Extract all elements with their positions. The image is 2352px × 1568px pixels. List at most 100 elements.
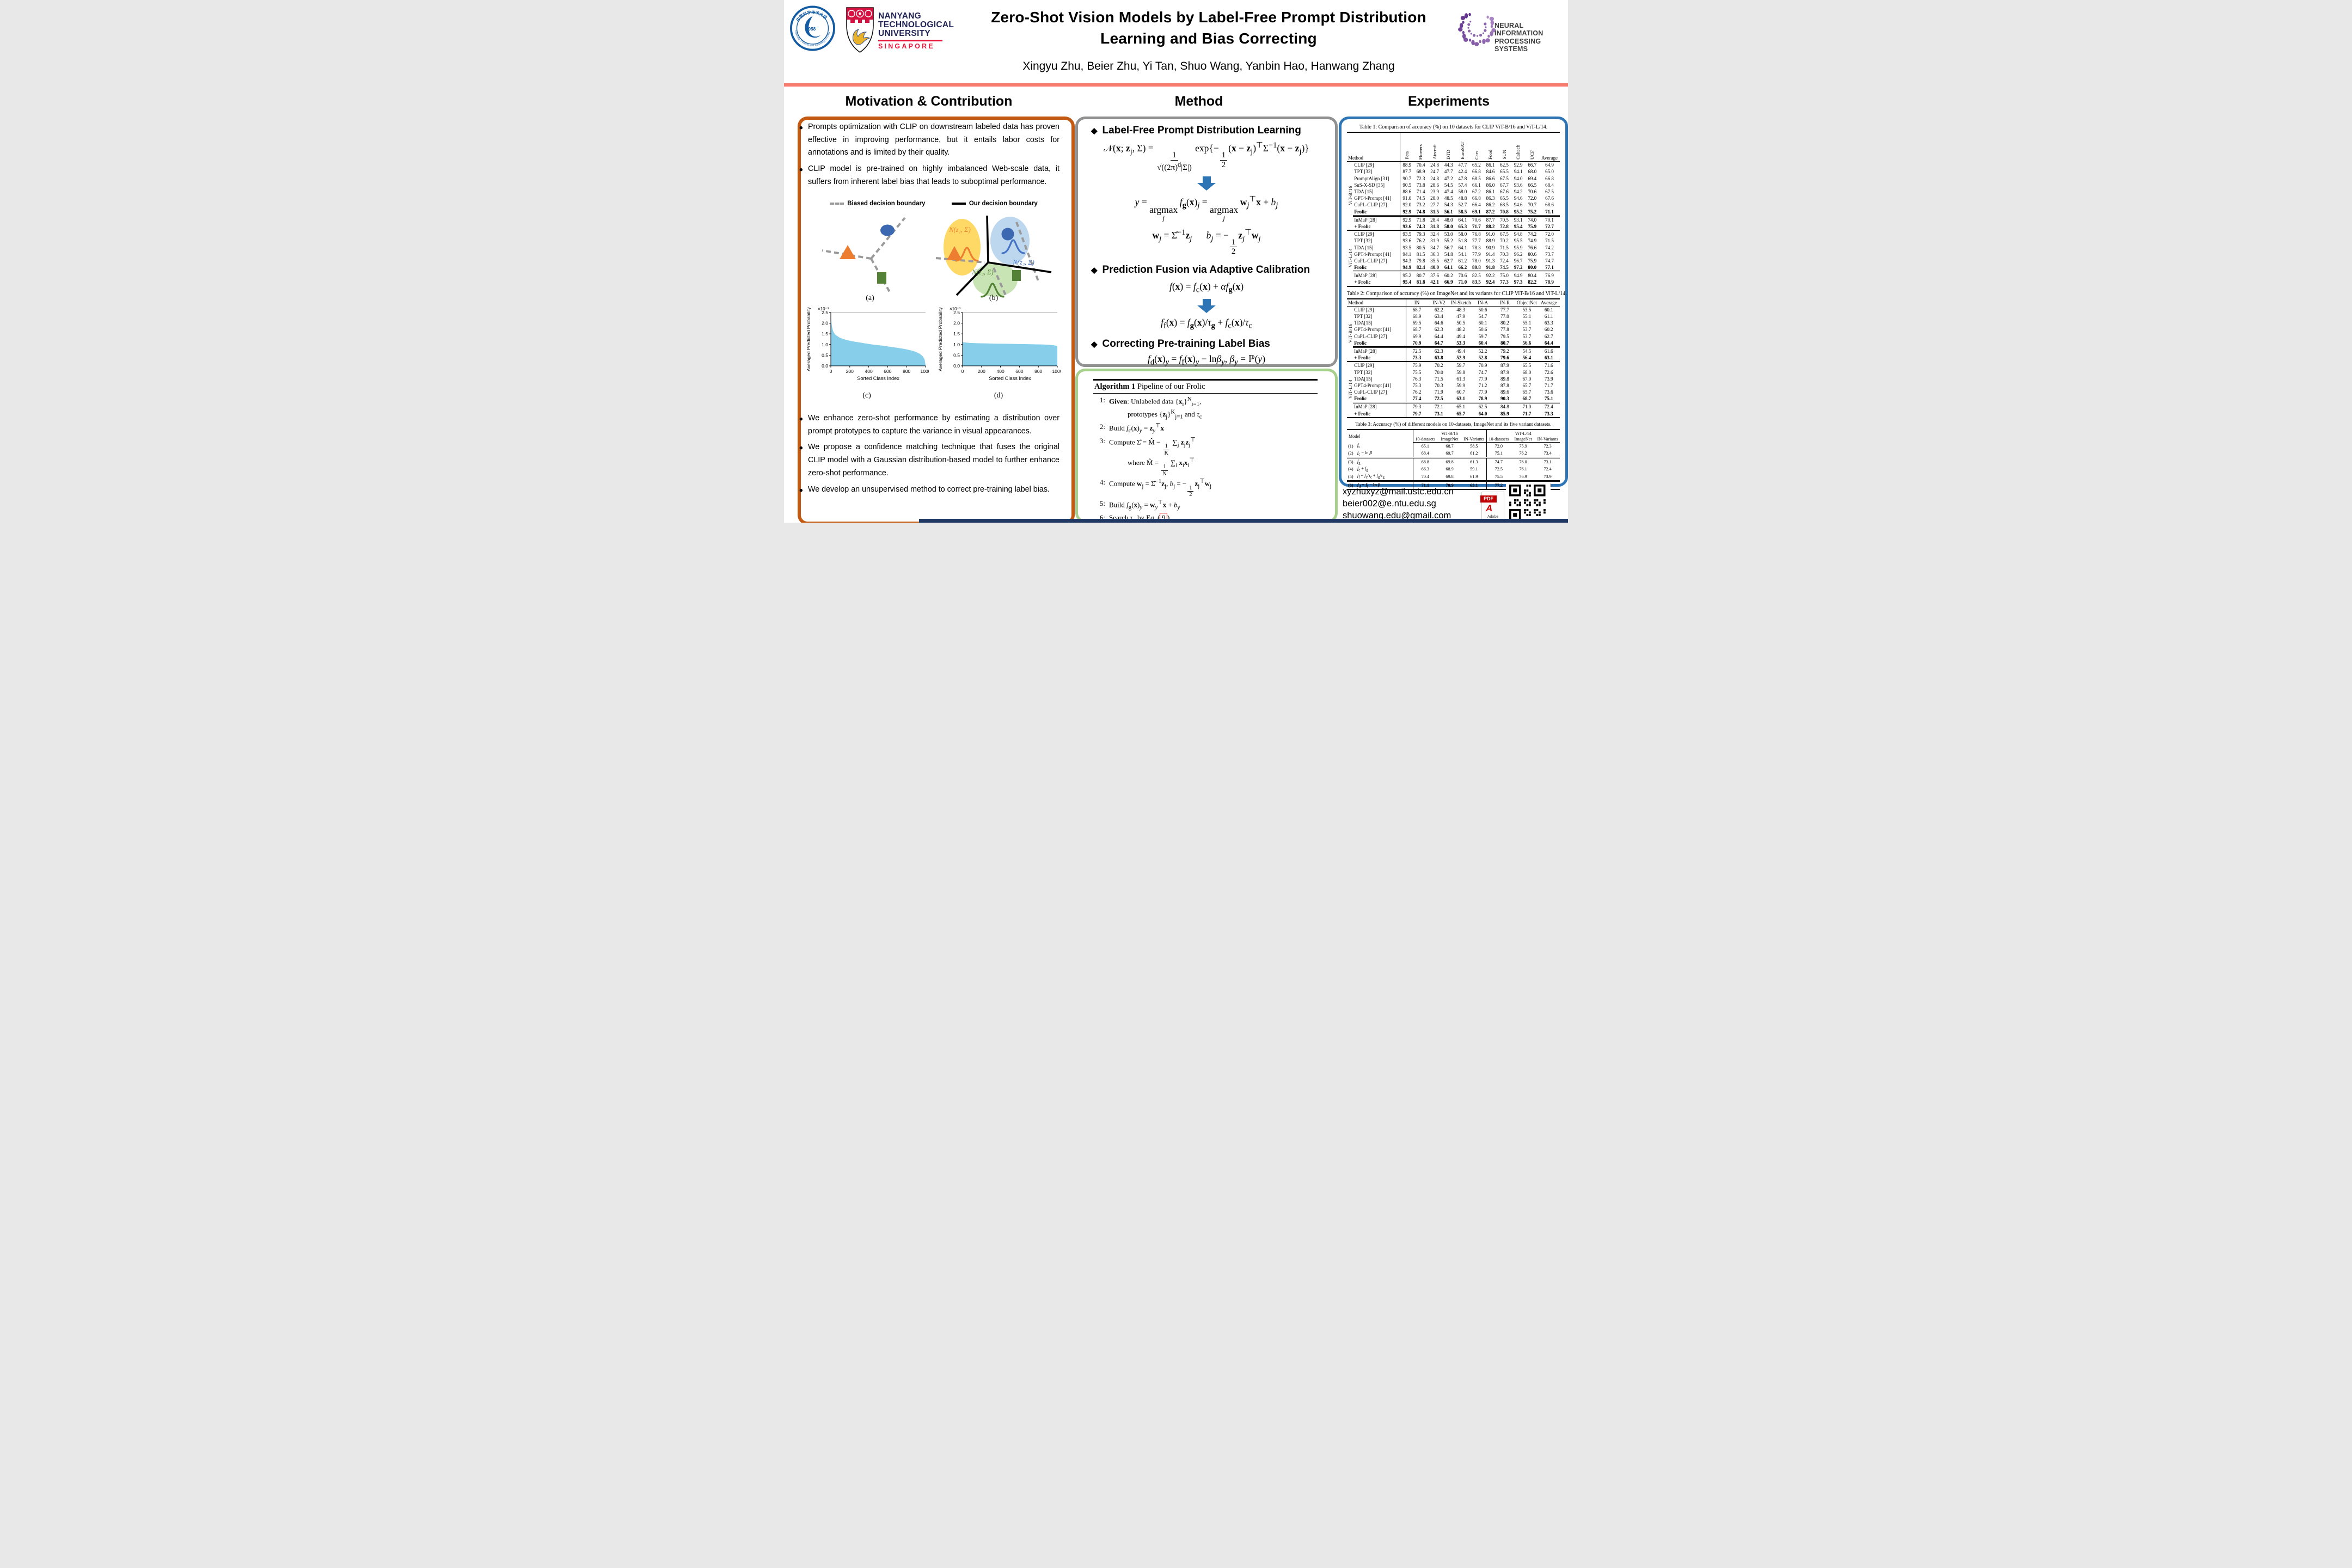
down-arrow-icon <box>1197 299 1216 314</box>
method-cell: TPT [32] <box>1353 313 1406 320</box>
table2-holder: Method IN IN-V2 IN-Sketch IN-A IN-R ObjectNet A… <box>1347 298 1560 418</box>
value-cell: 59.7 <box>1449 361 1472 369</box>
value-cell: 87.9 <box>1493 361 1516 369</box>
table-row: SuS-X-SD [35] 90.5 73.8 28.6 54.5 57.4 66.1 86.… <box>1347 181 1560 188</box>
value-cell: 48.8 <box>1458 195 1467 201</box>
value-cell: 74.5 <box>1416 195 1425 201</box>
method-cell: + Frolic <box>1353 410 1406 418</box>
method-cell: InMaP [28] <box>1353 346 1406 355</box>
y-exponent-label: ×10⁻³ <box>950 307 961 311</box>
pdf-label: PDF <box>1480 495 1497 503</box>
algorithm-box: Algorithm 1 Pipeline of our Frolic 1: Giv… <box>1075 369 1338 523</box>
table-row: (5) ff = fc/τc + fg/τg 70.4 69.8 61.9 75.5 76.… <box>1347 473 1560 481</box>
x-tick-label: 0 <box>961 369 964 374</box>
value-cell: 28.4 <box>1428 215 1442 223</box>
experiments-box: Table 1: Comparison of accuracy (%) on 1… <box>1339 117 1568 491</box>
value-cell: 50.5 <box>1456 320 1465 326</box>
value-cell: 70.5 <box>1497 215 1511 223</box>
table-header-row: Method IN IN-V2 IN-Sketch IN-A IN-R ObjectNet A… <box>1347 298 1560 307</box>
value-cell: 86.6 <box>1486 175 1495 181</box>
value-cell: 75.9 <box>1528 258 1537 264</box>
value-cell: 93.1 <box>1511 215 1526 223</box>
formula-argmax: y = argmax j fg(x)j = argmax j wj⊤x + bj <box>1135 195 1278 223</box>
table-row: ViT-B/16 CLIP [29] 68.7 62.2 48.3 50.6 77.7 53.… <box>1347 306 1560 343</box>
ustc-logo: 1958 University of Science and Technolog… <box>790 5 835 51</box>
value-cell: 72.5 <box>1494 467 1503 472</box>
value-cell: 93.5 <box>1400 230 1414 238</box>
value-cell: 53.0 <box>1441 230 1456 238</box>
value-cell: 95.4 <box>1514 223 1523 229</box>
value-cell: 91.8 <box>1486 265 1495 271</box>
value-cell: 72.0 <box>1539 230 1560 238</box>
ustc-emblem-icon <box>805 16 820 38</box>
motivation-bullets-top: Prompts optimization with CLIP on downst… <box>799 120 1059 192</box>
method-heading-1-label: Label-Free Prompt Distribution Learning <box>1102 125 1301 136</box>
value-cell: 97.3 <box>1514 279 1523 285</box>
value-cell: 82.2 <box>1528 279 1537 285</box>
value-cell: 65.2 <box>1472 162 1481 168</box>
value-cell: 93.5 <box>1402 244 1412 250</box>
value-cell: 70.9 <box>1472 361 1494 369</box>
value-cell: 69.9 <box>1412 333 1422 339</box>
value-cell: 83.5 <box>1472 279 1481 285</box>
class-square-a-icon <box>877 272 886 284</box>
value-cell: 74.5 <box>1500 265 1509 271</box>
value-cell: 75.1 <box>1494 450 1503 456</box>
table-row: CuPL-CLIP [27] 69.9 64.4 49.4 59.7 79.5 53.7 62… <box>1347 333 1560 340</box>
x-tick-label: 1000 <box>1052 369 1061 374</box>
poster: 1958 University of Science and Technolog… <box>784 0 1568 523</box>
value-cell: 55.2 <box>1444 238 1453 244</box>
value-cell: 70.7 <box>1528 202 1537 208</box>
value-cell: 72.4 <box>1543 467 1552 472</box>
value-cell: 87.9 <box>1500 369 1509 375</box>
value-cell: 59.1 <box>1462 465 1487 473</box>
value-cell: 75.5 <box>1412 369 1422 375</box>
value-cell: 72.8 <box>1500 223 1509 229</box>
value-cell: 70.6 <box>1528 189 1537 195</box>
method-cell: InMaP [28] <box>1353 271 1400 279</box>
table-row: Frolic 92.9 74.8 31.5 56.1 58.5 69.1 87.2 70.8 95… <box>1347 208 1560 216</box>
value-cell: 95.2 <box>1514 209 1523 215</box>
value-cell: 91.0 <box>1402 195 1412 201</box>
method-cell: CLIP [29] <box>1353 306 1406 313</box>
neurips-line2: PROCESSING SYSTEMS <box>1494 37 1541 53</box>
value-cell: 70.3 <box>1500 251 1509 257</box>
table-header-row: Method Pets Flowers Aircraft DTD EuroSAT Cars F… <box>1347 132 1560 162</box>
x-tick-label: 400 <box>865 369 873 374</box>
value-cell: 52.7 <box>1458 202 1467 208</box>
value-cell: 54.3 <box>1444 202 1453 208</box>
value-cell: 76.1 <box>1519 467 1527 472</box>
value-cell: 66.4 <box>1472 202 1481 208</box>
bullet-item: Prompts optimization with CLIP on downst… <box>799 120 1059 160</box>
value-cell: 75.9 <box>1406 361 1428 369</box>
value-cell: 67.5 <box>1545 189 1554 195</box>
value-cell: 71.9 <box>1434 389 1443 395</box>
ntu-divider <box>878 40 942 41</box>
value-cell: 27.7 <box>1430 202 1440 208</box>
table-row: TDA [15] 93.5 80.5 34.7 56.7 64.1 78.3 90.9 71.5… <box>1347 244 1560 251</box>
value-cell: 81.8 <box>1416 279 1425 285</box>
bullet-item: We develop an unsupervised method to cor… <box>799 482 1059 499</box>
value-cell: 70.4 <box>1421 474 1429 479</box>
adobe-glyph-icon: A <box>1486 503 1493 513</box>
value-cell: 40.0 <box>1430 265 1440 271</box>
value-cell: 54.8 <box>1444 251 1453 257</box>
value-cell: 65.5 <box>1500 195 1509 201</box>
method-cell: TDA [15] <box>1353 188 1400 195</box>
table1: Method Pets Flowers Aircraft DTD EuroSAT Cars F… <box>1347 132 1560 287</box>
table-row: + Frolic 79.7 73.1 65.7 64.0 85.9 71.7 73.3 <box>1347 410 1560 418</box>
value-cell: 60.7 <box>1456 389 1465 395</box>
method-cell: GPT4-Prompt [41] <box>1353 250 1400 258</box>
value-cell: 69.8 <box>1445 474 1454 479</box>
value-cell: 56.7 <box>1444 244 1453 250</box>
algorithm-title: Algorithm 1 Pipeline of our Frolic <box>1093 381 1318 393</box>
method-cell: CuPL-CLIP [27] <box>1353 201 1400 209</box>
value-cell: 35.5 <box>1430 258 1440 264</box>
value-cell: 67.7 <box>1500 182 1509 188</box>
method-cell: TPT [32] <box>1353 369 1406 376</box>
method-cell: TDA[15] <box>1353 320 1406 327</box>
ntu-line1: NANYANG <box>878 11 922 21</box>
value-cell: 86.2 <box>1486 202 1495 208</box>
value-cell: 34.7 <box>1430 244 1440 250</box>
value-cell: 58.5 <box>1462 442 1487 450</box>
